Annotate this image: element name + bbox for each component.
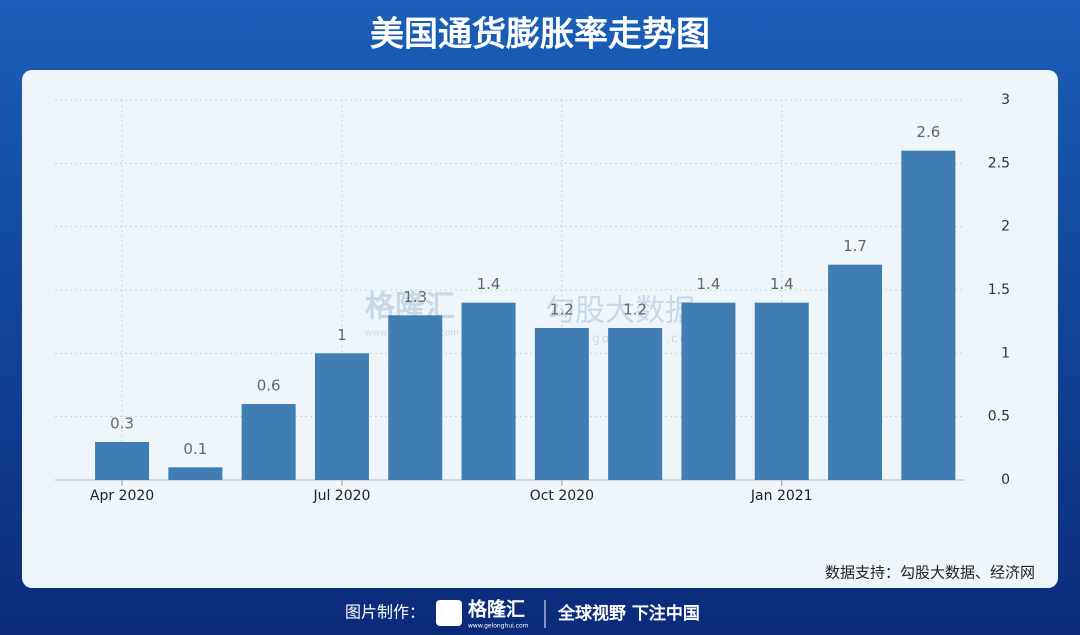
value-label: 1.4 [477, 275, 501, 293]
footer-logo [436, 600, 462, 626]
footer-brand: 格隆汇 [468, 598, 525, 621]
y-tick-label: 2.5 [988, 155, 1010, 171]
bar [388, 315, 443, 480]
chart-title: 美国通货膨胀率走势图 [370, 15, 710, 55]
value-label: 1.7 [843, 237, 867, 255]
y-tick-label: 0 [1001, 472, 1010, 488]
value-label: 2.6 [916, 123, 940, 141]
value-label: 0.3 [110, 415, 134, 433]
footer-url: www.gelonghui.com [468, 623, 529, 630]
x-tick-label: Oct 2020 [530, 488, 594, 504]
bar [608, 328, 663, 480]
bar [828, 264, 883, 480]
source-note: 数据支持：勾股大数据、经济网 [825, 564, 1035, 582]
value-label: 0.1 [183, 440, 207, 458]
x-tick-label: Jul 2020 [312, 488, 370, 504]
value-label: 1.2 [550, 301, 574, 319]
bar [901, 150, 956, 480]
bar [168, 467, 223, 480]
footer-label: 图片制作： [345, 603, 425, 622]
y-tick-label: 3 [1001, 92, 1010, 108]
bar [754, 302, 809, 480]
bar [314, 353, 369, 480]
value-label: 1.4 [697, 275, 721, 293]
footer-slogan: 全球视野 下注中国 [557, 603, 700, 624]
watermark-text: 勾股大数据 [545, 294, 695, 329]
x-tick-label: Apr 2020 [90, 488, 154, 504]
y-tick-label: 1 [1001, 345, 1010, 361]
y-tick-label: 2 [1001, 219, 1010, 235]
y-tick-label: 1.5 [988, 282, 1010, 298]
bar [534, 328, 589, 480]
value-label: 1.2 [623, 301, 647, 319]
bar [461, 302, 516, 480]
value-label: 1.4 [770, 275, 794, 293]
bar [681, 302, 736, 480]
value-label: 1.3 [403, 288, 427, 306]
value-label: 1 [337, 326, 347, 344]
value-label: 0.6 [257, 377, 281, 395]
x-tick-label: Jan 2021 [750, 488, 813, 504]
y-tick-label: 0.5 [988, 409, 1010, 425]
bar [95, 442, 150, 480]
bar [241, 404, 296, 480]
